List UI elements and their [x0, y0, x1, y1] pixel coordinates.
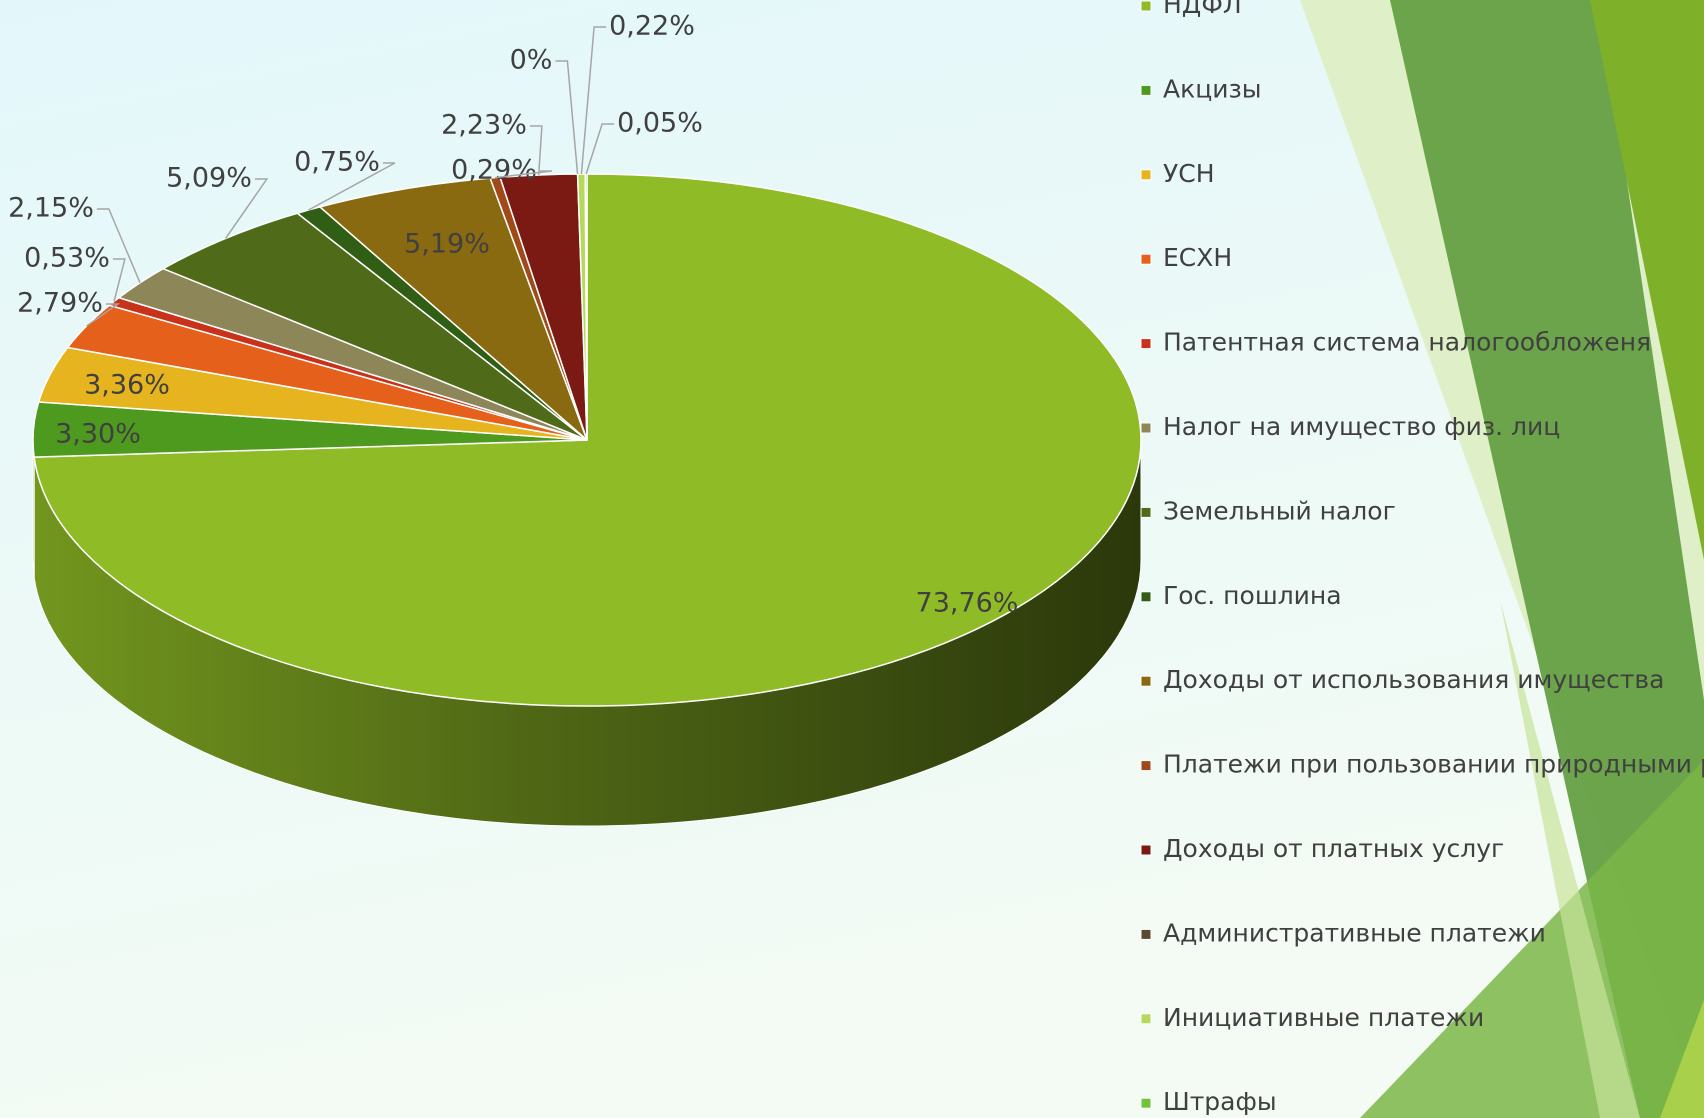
- deco-shape: [1360, 760, 1704, 1118]
- legend-label: Акцизы: [1163, 74, 1262, 103]
- leader-line: [495, 170, 552, 179]
- legend-label: Патентная система налогообложеня: [1163, 328, 1651, 357]
- legend-swatch: [1140, 760, 1152, 772]
- legend-label: ЕСХН: [1163, 243, 1232, 272]
- data-label: 2,15%: [8, 193, 94, 224]
- data-label: 0,75%: [294, 147, 380, 178]
- legend-swatch: [1140, 253, 1152, 265]
- data-label: 0,22%: [609, 11, 695, 42]
- legend-label: НДФЛ: [1163, 0, 1242, 19]
- deco-shape: [1590, 0, 1704, 560]
- data-label: 0%: [510, 45, 553, 76]
- legend-swatch: [1140, 928, 1152, 940]
- deco-shape: [1500, 600, 1640, 1118]
- deco-shape: [1390, 0, 1704, 1118]
- data-label: 2,79%: [17, 288, 103, 319]
- data-label: 0,53%: [24, 243, 110, 274]
- leader-line: [585, 123, 615, 175]
- legend-label: Доходы от платных услуг: [1163, 834, 1504, 863]
- data-label: 2,23%: [441, 110, 527, 141]
- legend-swatch: [1140, 84, 1152, 96]
- data-labels: 73,76% 3,30% 3,36% 2,79% 0,53% 2,15% 5,09% 0,75…: [8, 11, 1018, 619]
- legend-swatch: [1140, 1013, 1152, 1025]
- data-label: 3,30%: [55, 419, 141, 450]
- slice: [318, 177, 588, 441]
- leader-line: [308, 162, 396, 211]
- legend-swatch: [1140, 844, 1152, 856]
- leader-line: [86, 303, 121, 327]
- legend-label: Платежи при пользовании природными ресур…: [1163, 750, 1704, 779]
- legend-label: Земельный налог: [1163, 496, 1396, 525]
- legend-label: Административные платежи: [1163, 918, 1546, 947]
- legend: НДФЛ Акцизы УСН ЕСХН Патентная система налог…: [1140, 0, 1704, 1116]
- legend-swatch: [1140, 169, 1152, 181]
- legend-label: Штрафы: [1163, 1087, 1277, 1116]
- legend-swatch: [1140, 0, 1152, 12]
- data-label: 5,09%: [166, 163, 252, 194]
- legend-label: Налог на имущество физ. лиц: [1163, 412, 1560, 441]
- data-label: 0,05%: [617, 108, 703, 139]
- leader-line: [112, 258, 126, 302]
- legend-swatch: [1140, 591, 1152, 603]
- legend-label: УСН: [1163, 159, 1215, 188]
- data-label: 0,29%: [451, 155, 537, 186]
- legend-swatch: [1140, 1097, 1152, 1109]
- leader-line: [529, 125, 543, 176]
- data-label: 5,19%: [404, 229, 490, 260]
- leader-line: [96, 208, 141, 284]
- legend-swatch: [1140, 338, 1152, 350]
- legend-swatch: [1140, 675, 1152, 687]
- data-label: 3,36%: [84, 370, 170, 401]
- leader-line: [225, 178, 269, 239]
- legend-swatch: [1140, 422, 1152, 434]
- legend-label: Гос. пошлина: [1163, 581, 1342, 610]
- legend-label: Инициативные платежи: [1163, 1003, 1484, 1032]
- legend-swatch: [1140, 506, 1152, 518]
- pie: [32, 173, 1142, 827]
- leader-line: [580, 26, 607, 175]
- leader-line: [555, 60, 579, 175]
- data-label: 73,76%: [916, 588, 1019, 619]
- deco-shape: [1660, 1000, 1704, 1118]
- legend-label: Доходы от использования имущества: [1163, 665, 1664, 694]
